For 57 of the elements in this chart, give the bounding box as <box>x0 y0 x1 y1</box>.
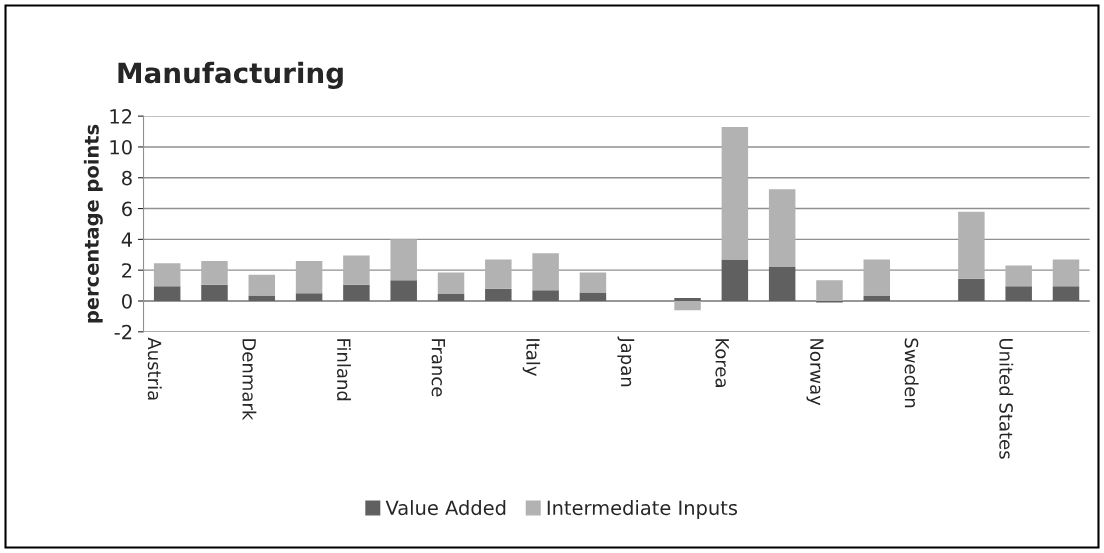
y-tick-label: 10 <box>110 139 132 155</box>
y-tick-label: 4 <box>121 232 133 247</box>
x-tick-label: Sweden <box>904 338 919 408</box>
bar <box>390 280 417 301</box>
bar <box>248 295 276 301</box>
y-tick-label: 2 <box>122 263 132 278</box>
bar <box>768 189 796 268</box>
legend-label: Intermediate Inputs <box>547 500 738 519</box>
bar <box>1052 286 1080 301</box>
bar <box>1052 259 1080 287</box>
bar <box>248 274 276 296</box>
bar <box>816 280 843 301</box>
bar <box>532 253 559 291</box>
bar <box>153 286 181 301</box>
x-tick-label: Korea <box>715 339 729 387</box>
bar <box>721 259 749 301</box>
bar <box>863 259 891 296</box>
bar <box>958 211 985 279</box>
bar <box>343 284 370 301</box>
bar <box>579 292 607 301</box>
bar <box>343 255 370 285</box>
y-tick-label: -2 <box>114 324 132 340</box>
y-tick-label: 12 <box>110 109 132 124</box>
x-tick-label: Denmark <box>242 339 257 421</box>
bar <box>295 293 323 301</box>
bar <box>437 272 465 295</box>
bar <box>485 259 512 289</box>
bar <box>1005 286 1032 301</box>
bar <box>295 260 323 294</box>
x-tick-label: Italy <box>522 339 541 376</box>
bar <box>674 300 701 311</box>
bar <box>390 239 417 281</box>
bar <box>437 294 465 301</box>
y-axis-title: percentage points <box>83 124 103 323</box>
bar <box>532 290 559 301</box>
bar <box>201 284 228 301</box>
bar <box>768 267 796 301</box>
x-tick-label: Austria <box>147 337 162 400</box>
bar <box>863 295 891 301</box>
x-tick-label: Japan <box>617 336 635 387</box>
legend-label: Value Added <box>385 500 506 516</box>
bar <box>721 126 749 260</box>
bar <box>958 278 985 301</box>
bar <box>485 288 512 301</box>
x-tick-label: France <box>431 339 445 397</box>
bar <box>579 272 607 293</box>
bar <box>1005 265 1032 287</box>
bar <box>153 263 181 287</box>
y-tick-label: 0 <box>122 293 132 309</box>
bar <box>201 260 228 285</box>
x-tick-label: United States <box>999 338 1014 459</box>
y-tick-label: 6 <box>122 201 132 217</box>
y-tick-label: 8 <box>122 170 132 186</box>
chart-title: Manufacturing <box>118 61 343 89</box>
x-tick-label: Finland <box>336 339 351 401</box>
x-tick-label: Norway <box>806 339 824 406</box>
bar <box>674 297 701 301</box>
